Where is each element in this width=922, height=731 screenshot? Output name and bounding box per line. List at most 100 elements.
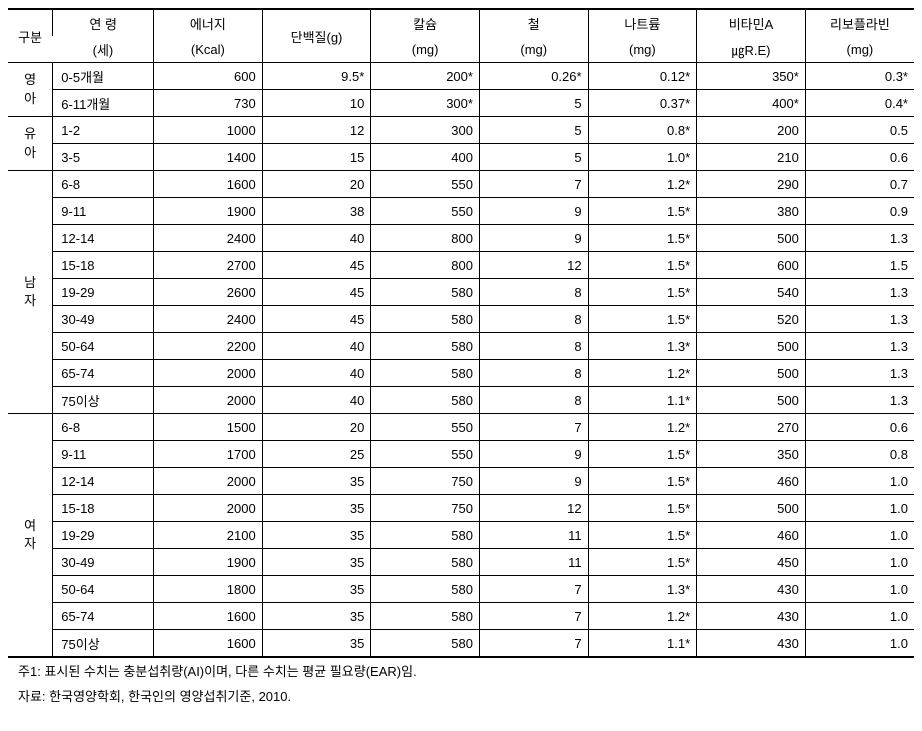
cell-ribo: 0.6: [805, 414, 914, 441]
cell-energy: 2400: [154, 225, 263, 252]
cell-calcium: 800: [371, 252, 480, 279]
cell-vita: 500: [697, 225, 806, 252]
cell-ribo: 1.3: [805, 360, 914, 387]
cell-sodium: 1.5*: [588, 198, 697, 225]
cell-energy: 1900: [154, 549, 263, 576]
cell-vita: 290: [697, 171, 806, 198]
cell-sodium: 1.0*: [588, 144, 697, 171]
cell-ribo: 1.3: [805, 306, 914, 333]
cell-protein: 25: [262, 441, 371, 468]
cell-age: 50-64: [53, 333, 154, 360]
cell-iron: 8: [479, 333, 588, 360]
cell-iron: 7: [479, 603, 588, 630]
cell-age: 6-11개월: [53, 90, 154, 117]
header-iron-top: 철: [479, 9, 588, 36]
table-body: 영 아 0-5개월 600 9.5* 200* 0.26* 0.12* 350*…: [8, 63, 914, 658]
cell-protein: 12: [262, 117, 371, 144]
table-row: 50-64 1800 35 580 7 1.3* 430 1.0: [8, 576, 914, 603]
table-row: 75이상 1600 35 580 7 1.1* 430 1.0: [8, 630, 914, 658]
cell-age: 9-11: [53, 198, 154, 225]
cell-iron: 12: [479, 495, 588, 522]
cell-vita: 500: [697, 387, 806, 414]
cell-protein: 35: [262, 576, 371, 603]
cell-vita: 500: [697, 360, 806, 387]
cell-protein: 15: [262, 144, 371, 171]
cell-energy: 2400: [154, 306, 263, 333]
cell-energy: 730: [154, 90, 263, 117]
table-row: 유 아 1-2 1000 12 300 5 0.8* 200 0.5: [8, 117, 914, 144]
cell-ribo: 1.0: [805, 495, 914, 522]
cell-vita: 500: [697, 495, 806, 522]
cell-vita: 200: [697, 117, 806, 144]
cell-sodium: 1.2*: [588, 360, 697, 387]
cell-ribo: 0.5: [805, 117, 914, 144]
cell-sodium: 1.5*: [588, 468, 697, 495]
cell-vita: 460: [697, 522, 806, 549]
cell-iron: 7: [479, 630, 588, 658]
table-row: 15-18 2700 45 800 12 1.5* 600 1.5: [8, 252, 914, 279]
cell-iron: 9: [479, 441, 588, 468]
header-sodium-top: 나트륨: [588, 9, 697, 36]
cell-protein: 35: [262, 630, 371, 658]
table-row: 3-5 1400 15 400 5 1.0* 210 0.6: [8, 144, 914, 171]
cell-iron: 11: [479, 522, 588, 549]
cell-vita: 430: [697, 603, 806, 630]
cell-age: 65-74: [53, 603, 154, 630]
cell-calcium: 550: [371, 171, 480, 198]
cell-energy: 2100: [154, 522, 263, 549]
cell-sodium: 1.3*: [588, 333, 697, 360]
cell-sodium: 1.5*: [588, 225, 697, 252]
cell-protein: 38: [262, 198, 371, 225]
cell-calcium: 400: [371, 144, 480, 171]
cell-sodium: 1.2*: [588, 171, 697, 198]
cell-protein: 45: [262, 252, 371, 279]
cell-age: 75이상: [53, 387, 154, 414]
cell-vita: 600: [697, 252, 806, 279]
cell-iron: 9: [479, 468, 588, 495]
cell-age: 15-18: [53, 252, 154, 279]
cell-iron: 5: [479, 144, 588, 171]
header-vita-top: 비타민A: [697, 9, 806, 36]
cell-calcium: 580: [371, 360, 480, 387]
cell-age: 12-14: [53, 468, 154, 495]
cell-vita: 270: [697, 414, 806, 441]
cell-ribo: 0.6: [805, 144, 914, 171]
cell-calcium: 550: [371, 414, 480, 441]
cell-calcium: 580: [371, 630, 480, 658]
cell-protein: 45: [262, 306, 371, 333]
cell-vita: 380: [697, 198, 806, 225]
table-row: 30-49 1900 35 580 11 1.5* 450 1.0: [8, 549, 914, 576]
cell-age: 3-5: [53, 144, 154, 171]
table-row: 6-11개월 730 10 300* 5 0.37* 400* 0.4*: [8, 90, 914, 117]
cell-calcium: 580: [371, 603, 480, 630]
cell-energy: 2000: [154, 387, 263, 414]
cell-age: 30-49: [53, 306, 154, 333]
cell-vita: 460: [697, 468, 806, 495]
cell-vita: 210: [697, 144, 806, 171]
cell-protein: 10: [262, 90, 371, 117]
cell-calcium: 300: [371, 117, 480, 144]
cell-age: 9-11: [53, 441, 154, 468]
cell-energy: 1600: [154, 171, 263, 198]
cell-calcium: 580: [371, 576, 480, 603]
table-row: 15-18 2000 35 750 12 1.5* 500 1.0: [8, 495, 914, 522]
cell-sodium: 1.5*: [588, 522, 697, 549]
cell-protein: 35: [262, 495, 371, 522]
cell-ribo: 1.0: [805, 603, 914, 630]
cell-vita: 430: [697, 576, 806, 603]
cell-ribo: 1.0: [805, 549, 914, 576]
cell-energy: 1400: [154, 144, 263, 171]
cell-vita: 520: [697, 306, 806, 333]
cell-iron: 0.26*: [479, 63, 588, 90]
cell-protein: 9.5*: [262, 63, 371, 90]
header-age-top: 연 령: [53, 9, 154, 36]
table-row: 12-14 2400 40 800 9 1.5* 500 1.3: [8, 225, 914, 252]
table-row: 50-64 2200 40 580 8 1.3* 500 1.3: [8, 333, 914, 360]
header-protein: 단백질(g): [262, 9, 371, 63]
cell-iron: 12: [479, 252, 588, 279]
cell-sodium: 0.37*: [588, 90, 697, 117]
cell-vita: 350*: [697, 63, 806, 90]
cell-iron: 8: [479, 306, 588, 333]
cell-calcium: 580: [371, 279, 480, 306]
footnote-note1: 주1: 표시된 수치는 충분섭취량(AI)이며, 다른 수치는 평균 필요량(E…: [8, 658, 914, 683]
